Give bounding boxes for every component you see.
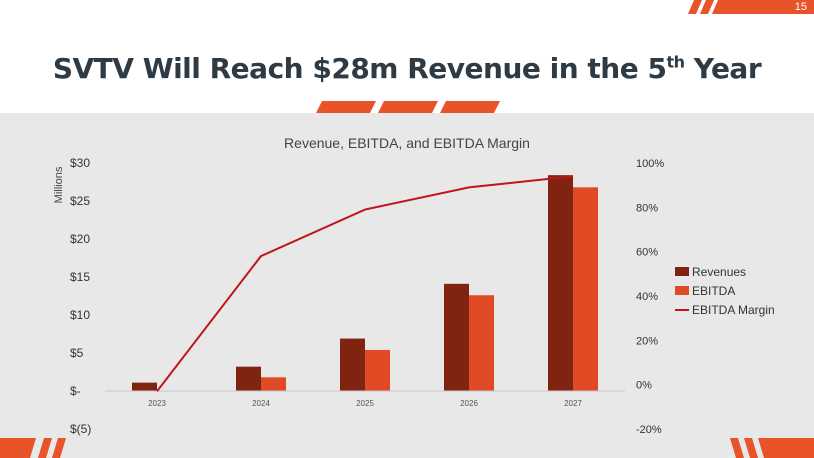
title-underline-bars [316,101,500,113]
revenue-bar-2027 [548,175,573,391]
y-tick-label: $30 [70,156,90,170]
bottom-right-stripes [730,438,814,458]
x-tick-label: 2027 [564,399,582,408]
revenue-bar-2025 [340,338,365,391]
y2-tick-label: 60% [636,247,658,259]
revenue-bar-2023 [132,382,157,391]
y-tick-label: $- [70,384,81,398]
x-tick-label: 2024 [252,399,270,408]
x-tick-label: 2025 [356,399,374,408]
y-tick-label: $15 [70,270,90,284]
legend-label-revenues: Revenues [692,265,746,279]
legend-label-margin: EBITDA Margin [692,303,775,317]
legend-label-ebitda: EBITDA [692,284,735,298]
ebitda-bar-2025 [365,349,390,391]
legend-swatch-revenues [675,267,689,276]
y2-tick-label: 20% [636,335,658,347]
title-superscript: th [666,52,685,72]
chart-panel: Revenue, EBITDA, and EBITDA Margin Millio… [0,113,814,458]
y-axis-label: Millions [53,166,65,203]
y-tick-label: $5 [70,346,84,360]
top-accent-stripes [688,0,814,14]
y2-tick-label: 80% [636,202,658,214]
y-tick-label: $10 [70,308,90,322]
revenue-bar-2026 [444,283,469,391]
revenue-chart: Revenue, EBITDA, and EBITDA Margin Millio… [53,135,775,436]
y-tick-label: $25 [70,194,90,208]
y-tick-label: $(5) [70,422,91,436]
y-tick-label: $20 [70,232,90,246]
slide-title: SVTV Will Reach $28m Revenue in the 5th … [52,52,762,85]
ebitda-bar-2026 [469,295,494,391]
ebitda-bar-2024 [261,377,286,391]
x-tick-label: 2023 [148,399,166,408]
page-number: 15 [794,1,807,13]
legend-swatch-ebitda [675,286,689,295]
x-tick-label: 2026 [460,399,478,408]
ebitda-bar-2027 [573,187,598,391]
ebitda-margin-line [156,175,574,392]
y2-tick-label: 0% [636,380,652,392]
y2-tick-label: -20% [636,424,662,436]
y2-tick-label: 100% [636,158,664,170]
bottom-left-stripes [0,438,66,458]
revenue-bar-2024 [236,366,261,391]
chart-title: Revenue, EBITDA, and EBITDA Margin [284,135,530,151]
y2-tick-label: 40% [636,291,658,303]
